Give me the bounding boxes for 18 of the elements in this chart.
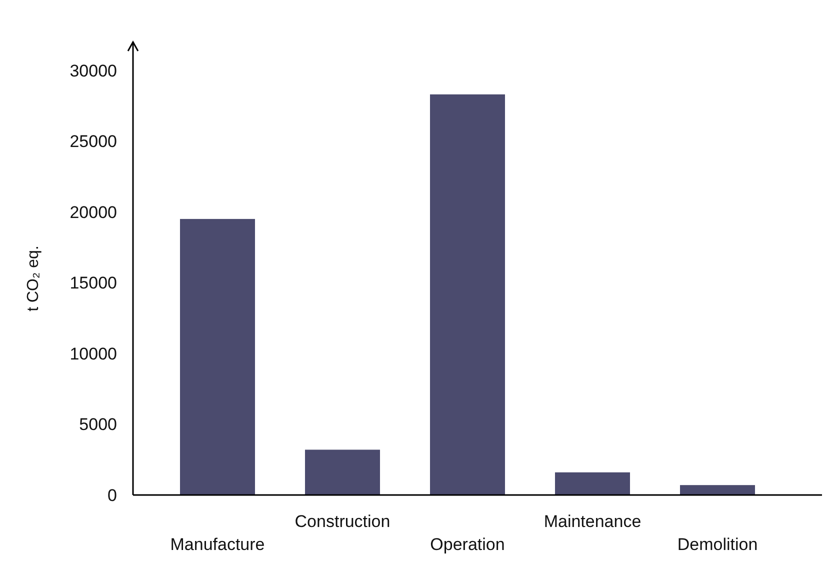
y-tick-label: 10000 [70, 344, 117, 364]
bar [680, 485, 755, 495]
bar [555, 472, 630, 495]
x-tick-label: Maintenance [544, 512, 642, 531]
bar [180, 218, 255, 495]
y-tick-label: 30000 [70, 61, 117, 80]
x-tick-label: Manufacture [170, 535, 265, 554]
y-tick-label: 5000 [79, 415, 117, 434]
y-tick-label: 15000 [70, 274, 117, 293]
bar [305, 450, 380, 495]
x-tick-label: Operation [430, 535, 505, 554]
y-axis-title: t CO₂ eq. [25, 246, 42, 312]
y-tick-label: 25000 [70, 132, 117, 152]
bar [430, 94, 505, 495]
x-tick-label: Construction [294, 512, 390, 531]
y-tick-label: 0 [108, 486, 117, 505]
y-tick-label: 20000 [70, 202, 117, 222]
x-tick-label: Demolition [677, 535, 758, 554]
